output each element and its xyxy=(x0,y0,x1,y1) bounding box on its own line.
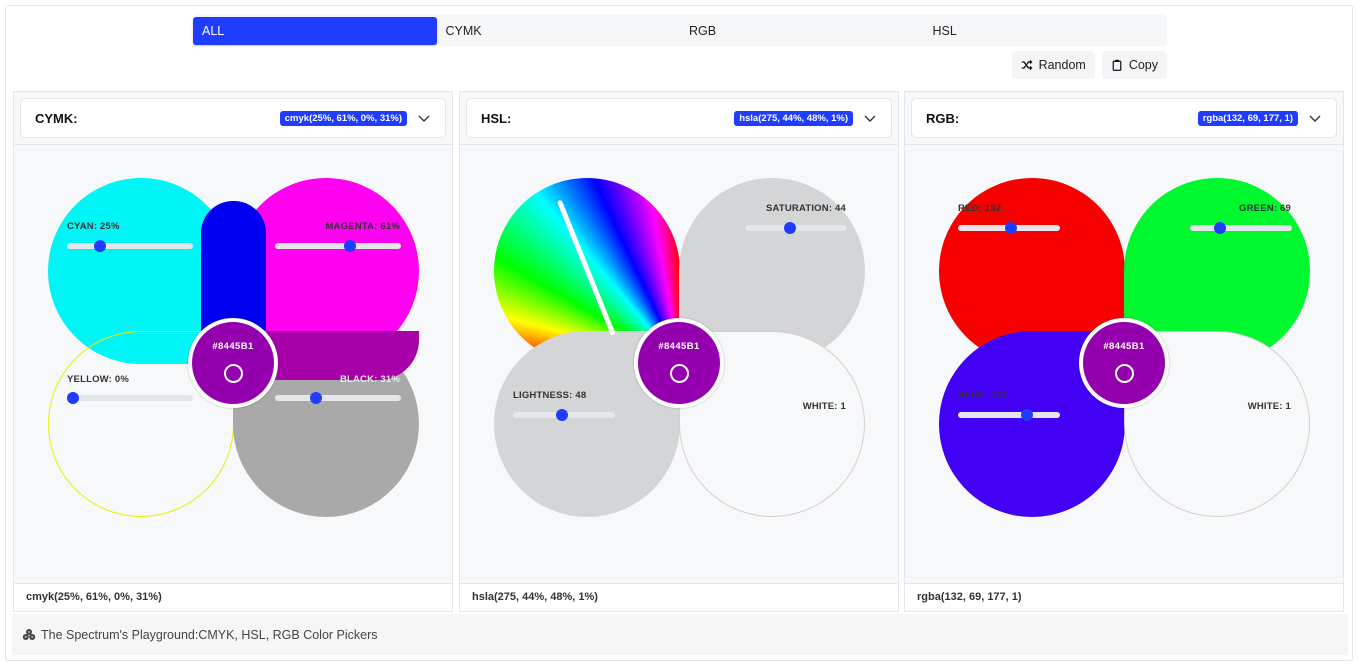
divider xyxy=(905,144,1343,145)
color-preview: #8445B1 xyxy=(1079,318,1169,408)
cyan-slider[interactable] xyxy=(67,240,193,252)
clipboard-icon xyxy=(1112,59,1122,71)
format-tabs: ALL CYMK RGB HSL xyxy=(193,14,1167,46)
copy-button[interactable]: Copy xyxy=(1101,51,1167,79)
footer-bar: The Spectrum's Playground:CMYK, HSL, RGB… xyxy=(12,614,1348,655)
slider-thumb[interactable] xyxy=(343,240,356,252)
random-label: Random xyxy=(1038,58,1086,72)
footer-text: The Spectrum's Playground:CMYK, HSL, RGB… xyxy=(41,627,378,642)
magenta-slider[interactable] xyxy=(275,240,401,252)
slider-thumb[interactable] xyxy=(1020,409,1033,421)
magenta-label: MAGENTA: 61% xyxy=(325,221,400,232)
copy-label: Copy xyxy=(1128,58,1158,72)
divider xyxy=(460,144,898,145)
tab-rgb[interactable]: RGB xyxy=(689,24,717,38)
color-handle[interactable] xyxy=(223,364,243,383)
value-badge: cmyk(25%, 61%, 0%, 31%) xyxy=(279,110,407,126)
cymk-footer: cmyk(25%, 61%, 0%, 31%) xyxy=(14,583,452,611)
rgb-picker: RED: 132 GREEN: 69 BLUE: 177 WHITE: 1 #8… xyxy=(905,145,1343,583)
yellow-slider[interactable] xyxy=(66,392,193,404)
chevron-down-icon[interactable] xyxy=(1308,111,1322,125)
color-handle[interactable] xyxy=(669,364,689,383)
hex-value: #8445B1 xyxy=(658,341,700,352)
rgb-panel: RGB: rgba(132, 69, 177, 1) RED: 132 GREE… xyxy=(904,91,1344,612)
cyan-magenta-overlap xyxy=(201,201,266,331)
chevron-down-icon[interactable] xyxy=(863,111,877,125)
lightness-label: LIGHTNESS: 48 xyxy=(513,390,587,401)
panel-title: CYMK: xyxy=(35,110,78,126)
rgb-panel-header: RGB: rgba(132, 69, 177, 1) xyxy=(911,98,1337,138)
value-badge: rgba(132, 69, 177, 1) xyxy=(1197,110,1298,126)
panel-title: RGB: xyxy=(926,110,960,126)
blue-slider[interactable] xyxy=(958,409,1060,421)
blue-label: BLUE: 177 xyxy=(958,390,1008,401)
cymk-picker: CYAN: 25% MAGENTA: 61% YELLOW: 0% BLACK:… xyxy=(14,145,452,583)
random-button[interactable]: Random xyxy=(1011,51,1095,79)
cyan-label: CYAN: 25% xyxy=(67,221,120,232)
color-handle[interactable] xyxy=(1114,364,1134,383)
hsl-panel: HSL: hsla(275, 44%, 48%, 1%) SATURATION:… xyxy=(459,91,899,612)
magenta-black-overlap xyxy=(266,331,419,380)
white-label: WHITE: 1 xyxy=(802,401,846,412)
panel-title: HSL: xyxy=(481,110,512,126)
tab-cymk[interactable]: CYMK xyxy=(445,24,482,38)
hex-value: #8445B1 xyxy=(1103,341,1145,352)
slider-thumb[interactable] xyxy=(1213,222,1226,234)
slider-thumb[interactable] xyxy=(555,409,568,421)
cymk-panel-header: CYMK: cmyk(25%, 61%, 0%, 31%) xyxy=(20,98,446,138)
lightness-slider[interactable] xyxy=(513,409,615,421)
tab-hsl[interactable]: HSL xyxy=(932,24,957,38)
hex-value: #8445B1 xyxy=(212,341,254,352)
saturation-slider[interactable] xyxy=(745,222,847,234)
slider-thumb[interactable] xyxy=(1004,222,1017,234)
slider-thumb[interactable] xyxy=(94,240,107,252)
yellow-label: YELLOW: 0% xyxy=(67,374,129,385)
slider-thumb[interactable] xyxy=(783,222,796,234)
red-slider[interactable] xyxy=(958,222,1060,234)
black-label: BLACK: 31% xyxy=(339,374,400,385)
chevron-down-icon[interactable] xyxy=(417,111,431,125)
cymk-panel: CYMK: cmyk(25%, 61%, 0%, 31%) CYAN: 25% … xyxy=(13,91,453,612)
slider-thumb[interactable] xyxy=(66,392,79,404)
hsl-footer: hsla(275, 44%, 48%, 1%) xyxy=(460,583,898,611)
green-slider[interactable] xyxy=(1190,222,1292,234)
rgb-footer: rgba(132, 69, 177, 1) xyxy=(905,583,1343,611)
shuffle-icon xyxy=(1021,60,1033,70)
hsl-picker: SATURATION: 44 LIGHTNESS: 48 WHITE: 1 #8… xyxy=(460,145,898,583)
color-preview: #8445B1 xyxy=(188,318,278,408)
saturation-label: SATURATION: 44 xyxy=(765,203,846,214)
action-bar: Random Copy xyxy=(1011,51,1167,79)
hsl-panel-header: HSL: hsla(275, 44%, 48%, 1%) xyxy=(466,98,892,138)
cubes-icon xyxy=(22,629,36,640)
color-preview: #8445B1 xyxy=(634,318,724,408)
slider-thumb[interactable] xyxy=(309,392,322,404)
tab-all[interactable]: ALL xyxy=(193,17,437,45)
divider xyxy=(14,144,452,145)
red-label: RED: 132 xyxy=(958,203,1002,214)
black-slider[interactable] xyxy=(275,392,401,404)
white-label: WHITE: 1 xyxy=(1247,401,1291,412)
green-label: GREEN: 69 xyxy=(1239,203,1291,214)
value-badge: hsla(275, 44%, 48%, 1%) xyxy=(734,110,853,126)
